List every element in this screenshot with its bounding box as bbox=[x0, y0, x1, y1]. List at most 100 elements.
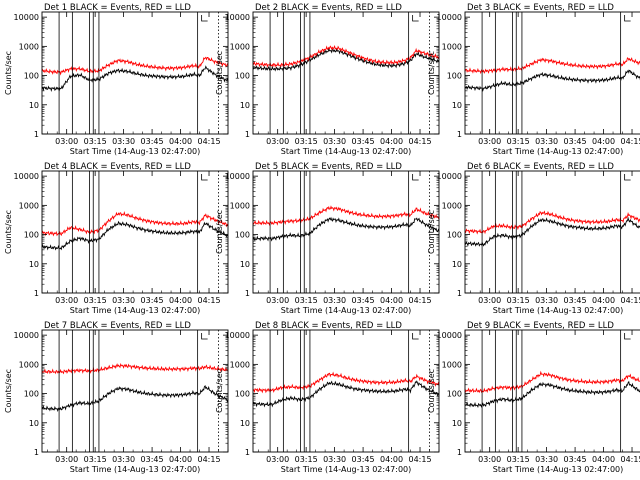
x-tick-label: 03:15 bbox=[507, 296, 530, 305]
x-axis-label: Start Time (14-Aug-13 02:47:00) bbox=[70, 306, 201, 315]
y-tick-label: 10000 bbox=[14, 331, 39, 340]
x-tick-label: 03:00 bbox=[266, 296, 289, 305]
y-tick-label: 10 bbox=[240, 419, 250, 428]
series-line-lld bbox=[252, 45, 440, 68]
plot-frame bbox=[41, 329, 229, 453]
interval-bracket-mark bbox=[201, 333, 208, 340]
y-tick-label: 10 bbox=[452, 101, 462, 110]
detector-panel-8: 1 10 100 1000 10000 03:00 03:15 03:30 03:45 04:00… bbox=[215, 321, 440, 474]
y-tick-label: 1000 bbox=[230, 360, 250, 369]
interval-bracket-mark bbox=[201, 15, 208, 22]
x-tick-label: 03:30 bbox=[323, 455, 346, 464]
series-line-lld bbox=[41, 363, 229, 375]
series-line-events bbox=[41, 220, 229, 251]
y-tick-label: 100 bbox=[447, 72, 462, 81]
y-tick-label: 1000 bbox=[442, 360, 462, 369]
y-tick-label: 1 bbox=[34, 448, 39, 457]
series-line-lld bbox=[464, 370, 640, 394]
y-tick-label: 10000 bbox=[437, 331, 462, 340]
x-tick-label: 04:15 bbox=[408, 455, 431, 464]
plot-frame bbox=[464, 11, 640, 135]
y-axis-label: Counts/sec bbox=[4, 369, 13, 413]
x-tick-label: 03:45 bbox=[141, 137, 164, 146]
series-line-events bbox=[464, 69, 640, 92]
x-tick-label: 03:15 bbox=[84, 137, 107, 146]
interval-bracket-mark bbox=[624, 333, 631, 340]
interval-bracket-mark bbox=[412, 333, 419, 340]
x-tick-label: 03:45 bbox=[141, 296, 164, 305]
y-tick-label: 1000 bbox=[230, 42, 250, 51]
x-axis-label: Start Time (14-Aug-13 02:47:00) bbox=[493, 306, 624, 315]
y-tick-label: 1000 bbox=[230, 201, 250, 210]
panel-title: Det 6 BLACK = Events, RED = LLD bbox=[467, 162, 614, 172]
x-tick-label: 03:30 bbox=[323, 137, 346, 146]
x-tick-label: 03:30 bbox=[112, 296, 135, 305]
y-axis-label: Counts/sec bbox=[427, 51, 436, 95]
y-tick-label: 100 bbox=[235, 390, 250, 399]
x-tick-label: 04:00 bbox=[380, 455, 403, 464]
x-tick-label: 04:15 bbox=[620, 137, 640, 146]
x-tick-label: 03:45 bbox=[564, 296, 587, 305]
x-tick-label: 03:00 bbox=[266, 455, 289, 464]
x-tick-label: 03:30 bbox=[535, 137, 558, 146]
x-tick-label: 03:15 bbox=[84, 455, 107, 464]
y-tick-label: 1000 bbox=[19, 201, 39, 210]
y-tick-label: 10 bbox=[29, 101, 39, 110]
plot-frame bbox=[252, 329, 440, 453]
y-axis-label: Counts/sec bbox=[4, 210, 13, 254]
series-line-events bbox=[41, 384, 229, 412]
y-tick-label: 1000 bbox=[19, 42, 39, 51]
y-tick-label: 1 bbox=[457, 130, 462, 139]
x-axis-label: Start Time (14-Aug-13 02:47:00) bbox=[70, 147, 201, 156]
y-tick-label: 1 bbox=[34, 289, 39, 298]
detector-panel-3: 1 10 100 1000 10000 03:00 03:15 03:30 03:45 04:00… bbox=[427, 3, 640, 156]
x-tick-label: 03:30 bbox=[112, 137, 135, 146]
x-tick-label: 03:00 bbox=[55, 455, 78, 464]
x-tick-label: 04:00 bbox=[169, 296, 192, 305]
x-tick-label: 04:00 bbox=[169, 455, 192, 464]
series-line-lld bbox=[252, 205, 440, 227]
x-tick-label: 03:15 bbox=[295, 296, 318, 305]
y-tick-label: 1000 bbox=[19, 360, 39, 369]
x-tick-label: 03:45 bbox=[352, 137, 375, 146]
x-tick-label: 04:15 bbox=[197, 455, 220, 464]
x-axis-label: Start Time (14-Aug-13 02:47:00) bbox=[70, 465, 201, 474]
y-tick-label: 10 bbox=[29, 260, 39, 269]
series-line-lld bbox=[41, 211, 229, 237]
panel-title: Det 7 BLACK = Events, RED = LLD bbox=[44, 321, 191, 331]
panel-title: Det 1 BLACK = Events, RED = LLD bbox=[44, 3, 191, 13]
panel-title: Det 5 BLACK = Events, RED = LLD bbox=[255, 162, 402, 172]
x-tick-label: 04:15 bbox=[620, 296, 640, 305]
detector-panel-1: 1 10 100 1000 10000 03:00 03:15 03:30 03:45 04:00… bbox=[4, 3, 229, 156]
y-tick-label: 1000 bbox=[442, 201, 462, 210]
y-tick-label: 1000 bbox=[442, 42, 462, 51]
x-tick-label: 03:15 bbox=[295, 455, 318, 464]
x-tick-label: 03:00 bbox=[478, 137, 501, 146]
y-tick-label: 100 bbox=[447, 390, 462, 399]
plot-frame bbox=[252, 11, 440, 135]
series-line-events bbox=[464, 216, 640, 247]
x-tick-label: 04:00 bbox=[592, 455, 615, 464]
series-line-lld bbox=[41, 56, 229, 76]
y-tick-label: 1 bbox=[245, 130, 250, 139]
y-tick-label: 1 bbox=[245, 448, 250, 457]
y-tick-label: 10000 bbox=[225, 331, 250, 340]
x-tick-label: 03:45 bbox=[564, 455, 587, 464]
x-tick-label: 03:45 bbox=[564, 137, 587, 146]
y-tick-label: 100 bbox=[24, 72, 39, 81]
plot-frame bbox=[464, 329, 640, 453]
x-tick-label: 03:00 bbox=[478, 455, 501, 464]
x-tick-label: 03:30 bbox=[112, 455, 135, 464]
plot-frame bbox=[41, 170, 229, 294]
x-tick-label: 03:45 bbox=[352, 455, 375, 464]
series-line-events bbox=[464, 380, 640, 408]
x-tick-label: 03:15 bbox=[295, 137, 318, 146]
plot-frame bbox=[252, 170, 440, 294]
x-tick-label: 03:15 bbox=[84, 296, 107, 305]
y-tick-label: 10000 bbox=[14, 13, 39, 22]
x-tick-label: 03:45 bbox=[141, 455, 164, 464]
y-tick-label: 10 bbox=[29, 419, 39, 428]
y-tick-label: 1 bbox=[457, 448, 462, 457]
y-axis-label: Counts/sec bbox=[4, 51, 13, 95]
x-axis-label: Start Time (14-Aug-13 02:47:00) bbox=[281, 306, 412, 315]
